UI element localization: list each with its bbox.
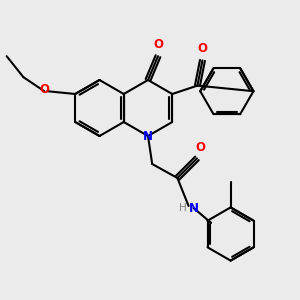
Text: O: O [153, 38, 163, 51]
Text: O: O [195, 141, 205, 154]
Text: N: N [143, 130, 153, 142]
Text: O: O [197, 42, 207, 56]
Text: H: H [179, 203, 187, 213]
Text: O: O [39, 83, 49, 96]
Text: N: N [189, 202, 199, 214]
